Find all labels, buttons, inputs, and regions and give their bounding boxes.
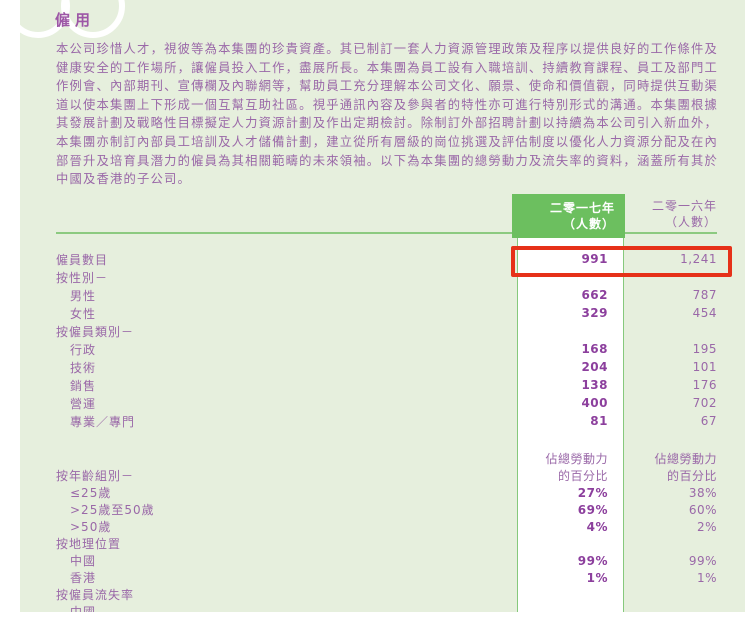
- row-label: >25歲至50歲: [70, 503, 155, 517]
- table-top-rule: [56, 232, 717, 234]
- row-label: 僱員數目: [56, 252, 109, 267]
- value-2017: 81: [590, 414, 608, 428]
- value-2016: 38%: [688, 485, 717, 500]
- value-2016: 787: [692, 288, 717, 302]
- row-label: 專業／專門: [70, 414, 136, 429]
- value-2016: 454: [692, 306, 717, 320]
- table-row: 按僱員類別－: [56, 322, 717, 340]
- row-label: 男性: [70, 288, 97, 303]
- table-row: 按性別－: [56, 268, 717, 286]
- value-2016: 67: [700, 414, 717, 428]
- row-label: 中國: [70, 605, 97, 612]
- table-row: ≤25歲 27% 38%: [56, 484, 717, 501]
- intro-paragraph: 本公司珍惜人才，視彼等為本集團的珍貴資產。其已制訂一套人力資源管理政策及程序以提…: [56, 42, 718, 187]
- table-row: 按年齡組別－ 的百分比 的百分比: [56, 467, 717, 484]
- table-row: 佔總勞動力 佔總勞動力: [56, 450, 717, 467]
- value-2017: 138: [581, 378, 608, 392]
- table-row: 男性 662 787: [56, 286, 717, 304]
- row-label: >50歲: [70, 520, 112, 534]
- table-row: 行政 168 195: [56, 340, 717, 358]
- table-row: 香港 1% 1%: [56, 569, 717, 586]
- value-2017: 的百分比: [557, 469, 608, 483]
- table-row: 營運 400 702: [56, 394, 717, 412]
- col-2017-unit: （人數）: [562, 217, 615, 231]
- value-2016: 佔總勞動力: [654, 452, 717, 466]
- col-2016-year: 二零一六年: [651, 199, 717, 213]
- row-label: ≤25歲: [70, 486, 112, 500]
- row-label: 營運: [70, 396, 97, 411]
- table-row: 技術 204 101: [56, 358, 717, 376]
- table-row: 銷售 138 176: [56, 376, 717, 394]
- value-2017: 佔總勞動力: [545, 452, 608, 466]
- col-2016-header: 二零一六年 （人數）: [580, 198, 717, 230]
- value-2016: 1,241: [680, 252, 717, 266]
- value-2017: 4%: [586, 519, 608, 534]
- table-row: 中國 99% 99%: [56, 552, 717, 569]
- value-2016: 101: [692, 360, 717, 374]
- row-label: 銷售: [70, 378, 97, 393]
- workforce-table: 僱員數目 991 1,241 按性別－ 男性 662 787 女性 329 454 按僱員類別－ 行政…: [56, 250, 717, 612]
- row-label: 按性別－: [56, 270, 109, 285]
- table-row: >25歲至50歲 69% 60%: [56, 501, 717, 518]
- table-spacer: [56, 430, 717, 450]
- value-2016: 1%: [696, 570, 717, 585]
- row-label: 按地理位置: [56, 537, 122, 551]
- column-2017-strip: [517, 238, 624, 612]
- value-2017: 1%: [586, 570, 608, 585]
- table-row: 按地理位置: [56, 535, 717, 552]
- table-row: 按僱員流失率: [56, 586, 717, 603]
- value-2017: 204: [581, 360, 608, 374]
- row-label: 中國: [70, 554, 97, 568]
- value-2016: 195: [692, 342, 717, 356]
- decorative-arcs: [20, 0, 125, 38]
- table-row: >50歲 4% 2%: [56, 518, 717, 535]
- value-2017: 329: [581, 306, 608, 320]
- row-label: 按年齡組別－: [56, 469, 135, 483]
- row-label: 行政: [70, 342, 97, 357]
- table-row: 女性 329 454: [56, 304, 717, 322]
- table-row: 中國: [56, 603, 717, 612]
- row-label: 按僱員流失率: [56, 588, 135, 602]
- value-2016: 176: [692, 378, 717, 392]
- value-2017: 69%: [577, 502, 608, 517]
- report-page: 僱用 本公司珍惜人才，視彼等為本集團的珍貴資產。其已制訂一套人力資源管理政策及程…: [20, 0, 745, 612]
- value-2016: 702: [692, 396, 717, 410]
- value-2016: 99%: [688, 553, 717, 568]
- row-label: 按僱員類別－: [56, 324, 135, 339]
- page-title: 僱用: [55, 11, 96, 29]
- row-label: 女性: [70, 306, 97, 321]
- value-2016: 的百分比: [666, 469, 717, 483]
- value-2016: 2%: [696, 519, 717, 534]
- value-2017: 400: [581, 396, 608, 410]
- col-2017-header: 二零一七年 （人數）: [512, 194, 625, 238]
- row-label: 香港: [70, 571, 97, 585]
- value-2017: 27%: [577, 485, 608, 500]
- value-2017: 99%: [577, 553, 608, 568]
- value-2017: 168: [581, 342, 608, 356]
- table-row: 專業／專門 81 67: [56, 412, 717, 430]
- table-row: 僱員數目 991 1,241: [56, 250, 717, 268]
- col-2017-year: 二零一七年: [549, 201, 615, 215]
- value-2016: 60%: [688, 502, 717, 517]
- row-label: 技術: [70, 360, 97, 375]
- value-2017: 991: [581, 252, 608, 266]
- col-2016-unit: （人數）: [664, 215, 717, 229]
- value-2017: 662: [581, 288, 608, 302]
